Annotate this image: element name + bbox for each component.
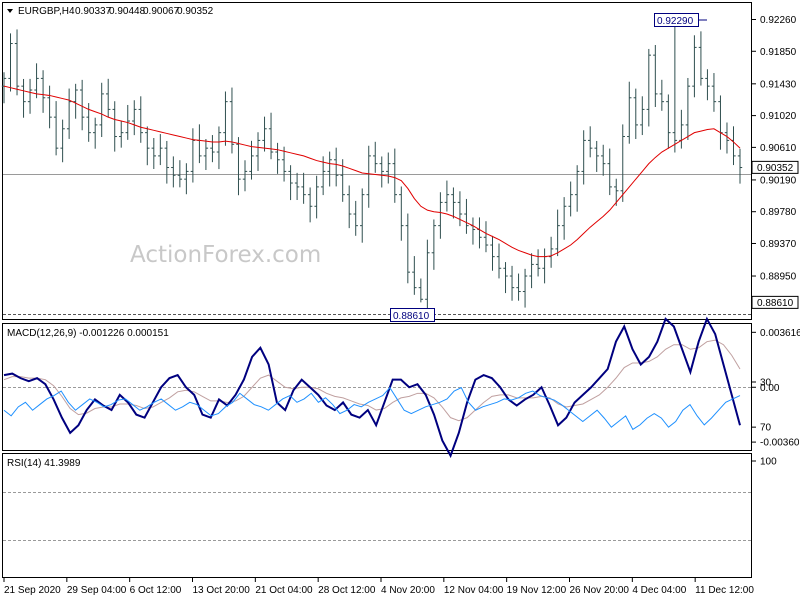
macd-tick-label: 0.003616 bbox=[760, 328, 800, 339]
time-tick-label: 28 Oct 12:00 bbox=[318, 585, 376, 596]
watermark: ActionForex.com bbox=[130, 242, 321, 268]
price-tick-label: 0.89370 bbox=[760, 239, 797, 250]
current-price-label: 0.90352 bbox=[757, 163, 794, 174]
symbol-label: EURGBP,H4 bbox=[18, 6, 75, 17]
price-axis: 0.92260 0.91850 0.91430 0.91020 0.90610 0.901… bbox=[751, 15, 799, 309]
time-tick-label: 4 Nov 20:00 bbox=[381, 585, 435, 596]
rsi-line bbox=[3, 386, 741, 431]
moving-average-line bbox=[3, 85, 741, 258]
time-tick-label: 12 Nov 04:00 bbox=[444, 585, 504, 596]
time-tick-label: 21 Oct 04:00 bbox=[255, 585, 313, 596]
price-tick-label: 0.91850 bbox=[760, 47, 797, 58]
swing-low-label: 0.88610 bbox=[393, 311, 430, 322]
macd-label: MACD(12,26,9) -0.001226 0.000151 bbox=[7, 328, 169, 339]
price-tick-label: 0.90610 bbox=[760, 143, 797, 154]
current-price-tag bbox=[751, 160, 799, 174]
rsi-tick-label: 30 bbox=[760, 377, 772, 388]
time-tick-label: 13 Oct 20:00 bbox=[193, 585, 251, 596]
symbol-menu-icon[interactable] bbox=[7, 9, 13, 13]
swing-high-label: 0.92290 bbox=[657, 16, 694, 27]
price-tick-label: 0.91430 bbox=[760, 79, 797, 90]
ohlc-low: 0.90067 bbox=[143, 6, 180, 17]
ohlc-high: 0.90448 bbox=[109, 6, 146, 17]
candlestick-series bbox=[1, 17, 743, 310]
time-tick-label: 19 Nov 12:00 bbox=[507, 585, 567, 596]
time-tick-label: 11 Dec 12:00 bbox=[695, 585, 754, 596]
time-tick-label: 21 Sep 2020 bbox=[4, 585, 61, 596]
ohlc-open: 0.90337 bbox=[75, 6, 112, 17]
price-tick-label: 0.92260 bbox=[760, 15, 797, 26]
rsi-tick-label: 100 bbox=[760, 457, 777, 468]
price-panel-frame bbox=[2, 2, 752, 320]
time-tick-label: 4 Dec 04:00 bbox=[632, 585, 686, 596]
ohlc-close: 0.90352 bbox=[177, 6, 214, 17]
support-price-label: 0.88610 bbox=[757, 298, 794, 309]
price-tick-label: 0.89780 bbox=[760, 207, 797, 218]
rsi-tick-label: 70 bbox=[760, 423, 772, 434]
time-tick-label: 29 Sep 04:00 bbox=[67, 585, 127, 596]
macd-main-line bbox=[3, 316, 741, 459]
time-tick-label: 6 Oct 12:00 bbox=[130, 585, 182, 596]
time-tick-label: 26 Nov 20:00 bbox=[570, 585, 630, 596]
swing-low-box bbox=[390, 308, 435, 322]
support-price-tag bbox=[751, 295, 799, 309]
macd-signal-line bbox=[3, 339, 741, 422]
macd-tick-label: 0.00 bbox=[760, 383, 780, 394]
price-tick-label: 0.88950 bbox=[760, 272, 797, 283]
time-axis: 21 Sep 2020 29 Sep 04:00 6 Oct 12:00 13 Oct… bbox=[3, 578, 754, 596]
rsi-label: RSI(14) 41.3989 bbox=[7, 458, 81, 469]
rsi-panel-frame bbox=[2, 453, 752, 578]
price-tick-label: 0.91020 bbox=[760, 111, 797, 122]
macd-tick-label: -0.003609 bbox=[760, 438, 800, 449]
macd-axis: 0.003616 0.00 -0.003609 bbox=[751, 328, 800, 449]
rsi-axis: 100 70 30 bbox=[751, 377, 777, 468]
price-tick-label: 0.90190 bbox=[760, 175, 797, 186]
